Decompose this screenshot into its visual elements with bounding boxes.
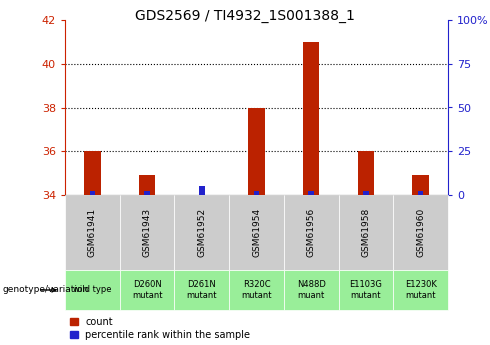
Bar [199,186,204,195]
Bar [254,191,259,195]
Text: R320C
mutant: R320C mutant [241,280,272,300]
Text: wild type: wild type [73,286,112,295]
Text: GSM61952: GSM61952 [197,208,206,257]
Text: D261N
mutant: D261N mutant [187,280,217,300]
Text: GDS2569 / TI4932_1S001388_1: GDS2569 / TI4932_1S001388_1 [135,9,355,23]
Bar [90,191,95,195]
Text: GSM61960: GSM61960 [416,208,425,257]
Text: D260N
mutant: D260N mutant [132,280,162,300]
Text: genotype/variation: genotype/variation [2,286,89,295]
Bar [413,175,429,195]
Text: E1230K
mutant: E1230K mutant [405,280,437,300]
Text: N488D
muant: N488D muant [297,280,326,300]
Text: GSM61956: GSM61956 [307,208,316,257]
Bar [248,108,265,195]
Bar [84,151,100,195]
Text: E1103G
mutant: E1103G mutant [349,280,382,300]
Text: GSM61958: GSM61958 [362,208,370,257]
Bar [303,42,319,195]
Bar [363,191,368,195]
Text: GSM61943: GSM61943 [143,208,151,257]
Bar [358,151,374,195]
Bar [309,191,314,195]
Bar [145,191,150,195]
Legend: count, percentile rank within the sample: count, percentile rank within the sample [70,317,250,340]
Text: GSM61954: GSM61954 [252,208,261,257]
Text: GSM61941: GSM61941 [88,208,97,257]
Bar [139,175,155,195]
Bar [418,191,423,195]
